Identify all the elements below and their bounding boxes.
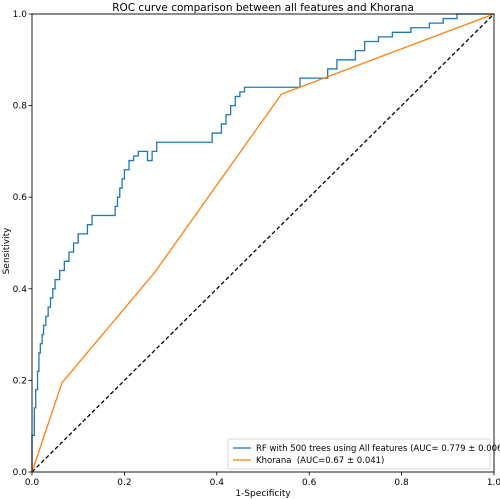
axes-frame bbox=[31, 13, 495, 473]
axis-ticks: 0.0 0.2 0.4 0.6 0.8 1.0 0.0 0.2 0.4 0.6 0.8 1.0 bbox=[13, 10, 500, 488]
y-tick-label: 0.4 bbox=[13, 285, 28, 295]
series-line-2 bbox=[31, 13, 495, 473]
x-tick-label: 0.2 bbox=[117, 478, 131, 488]
y-axis-title: Sensitivity bbox=[2, 227, 12, 275]
legend-label-1: RF with 500 trees using All features (AU… bbox=[256, 444, 500, 454]
x-tick-label: 0.6 bbox=[302, 478, 317, 488]
plot-area bbox=[31, 13, 495, 473]
y-tick-label: 0.0 bbox=[13, 468, 28, 478]
y-tick-label: 0.6 bbox=[13, 193, 28, 203]
y-tick-label: 0.8 bbox=[13, 102, 28, 112]
chart-title: ROC curve comparison between all feature… bbox=[112, 2, 414, 14]
x-tick-label: 0.0 bbox=[25, 478, 40, 488]
series-line-1 bbox=[31, 13, 494, 472]
reference-diagonal bbox=[31, 13, 495, 473]
y-tick-label: 0.2 bbox=[13, 376, 27, 386]
x-tick-label: 0.4 bbox=[210, 478, 225, 488]
x-tick-label: 1.0 bbox=[487, 478, 500, 488]
legend: RF with 500 trees using All features (AU… bbox=[227, 438, 500, 470]
x-tick-label: 0.8 bbox=[394, 478, 409, 488]
x-axis-title: 1-Specificity bbox=[235, 489, 291, 499]
y-tick-label: 1.0 bbox=[13, 10, 28, 20]
legend-label-2: Khorana (AUC=0.67 ± 0.041) bbox=[256, 456, 384, 466]
legend-box bbox=[227, 438, 491, 470]
